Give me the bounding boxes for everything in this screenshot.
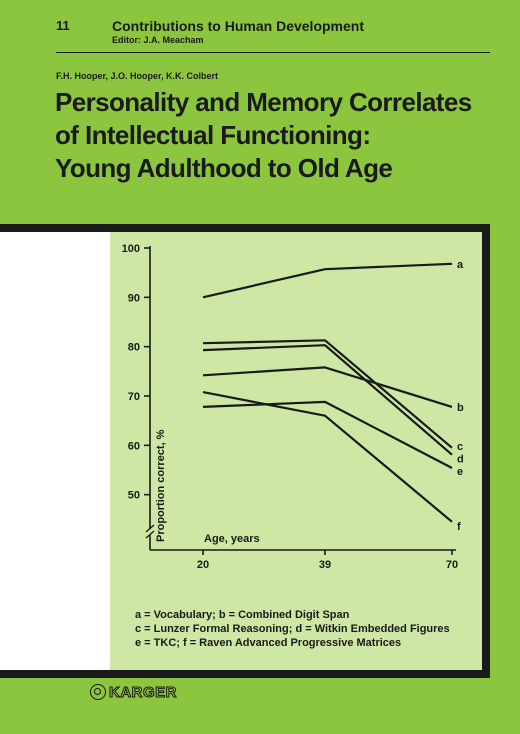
series-label-c: c (457, 441, 463, 453)
y-tick-label: 50 (128, 490, 140, 502)
x-axis-label: Age, years (204, 533, 260, 545)
series-line-a (202, 262, 453, 299)
series-label-d: d (457, 454, 464, 466)
series-line-d (202, 344, 453, 456)
chart-legend: a = Vocabulary; b = Combined Digit Span … (135, 608, 450, 650)
y-tick-label: 70 (128, 391, 140, 403)
y-tick-label: 100 (122, 243, 140, 255)
series-editor: Editor: J.A. Meacham (112, 35, 204, 45)
legend-line-1: a = Vocabulary; b = Combined Digit Span (135, 609, 350, 621)
publisher-name: KARGER (108, 683, 178, 701)
x-tick-label: 20 (197, 559, 209, 571)
header-rule (56, 52, 490, 53)
y-tick-label: 80 (128, 342, 140, 354)
series-line-f (202, 391, 453, 523)
legend-line-3: e = TKC; f = Raven Advanced Progressive … (135, 637, 402, 649)
line-chart: 50 60 70 80 90 100 20 39 70 Age, years Proportion … (122, 243, 464, 571)
series-line-b (202, 366, 453, 408)
white-strip (0, 232, 110, 670)
y-tick-label: 90 (128, 292, 140, 304)
publisher-logo: KARGER (90, 682, 177, 702)
y-axis-label: Proportion correct, % (155, 429, 167, 542)
legend-line-2: c = Lunzer Formal Reasoning; d = Witkin … (135, 623, 450, 635)
authors: F.H. Hooper, J.O. Hooper, K.K. Colbert (56, 71, 219, 81)
y-tick-label: 60 (128, 440, 140, 452)
x-tick-label: 39 (319, 559, 331, 571)
series-line-c (202, 339, 453, 449)
x-tick-label: 70 (446, 559, 458, 571)
series-label-f: f (457, 521, 461, 533)
chart-panel: 50 60 70 80 90 100 20 39 70 Age, years Proportion … (110, 232, 482, 670)
series-label-e: e (457, 466, 463, 478)
series-title: Contributions to Human Development (112, 18, 364, 34)
series-label-b: b (457, 402, 464, 414)
book-title-line-2: of Intellectual Functioning: (55, 120, 371, 150)
book-title-line-3: Young Adulthood to Old Age (55, 153, 393, 183)
series-number: 11 (56, 18, 70, 33)
book-title-line-1: Personality and Memory Correlates (55, 87, 472, 117)
book-title: Personality and Memory Correlates of Int… (55, 86, 505, 185)
series-label-a: a (457, 259, 464, 271)
series-line-e (202, 400, 453, 469)
y-axis-break-mark (145, 524, 155, 533)
y-axis-break-mark (145, 530, 155, 539)
publisher-emblem-icon (90, 684, 106, 700)
